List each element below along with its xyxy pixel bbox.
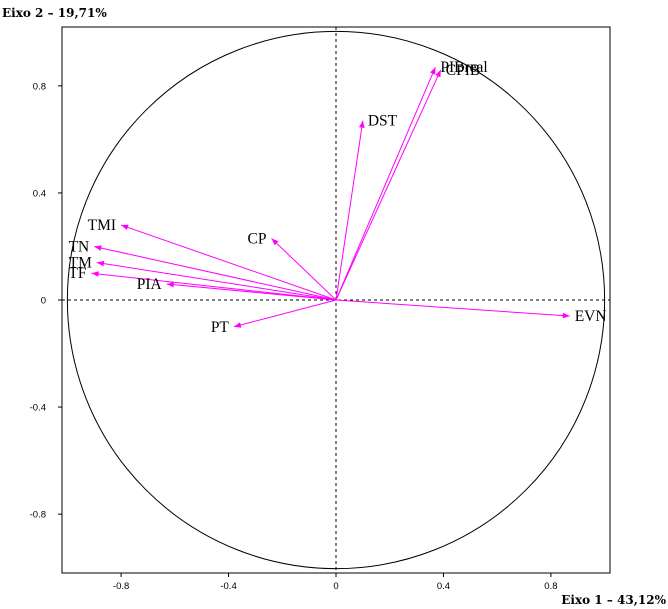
x-axis-title: Eixo 1 – 43,12% bbox=[561, 593, 666, 607]
y-axis-ticks: 0.8 0.4 0 -0.4 -0.8 bbox=[30, 81, 62, 521]
x-tick-label: 0.4 bbox=[437, 581, 450, 592]
vector-label-tmi: TMI bbox=[88, 217, 116, 234]
vector-label-cp: CP bbox=[248, 230, 267, 247]
vector-cpib: CPIB bbox=[335, 62, 480, 301]
arrowhead-evn bbox=[562, 312, 570, 319]
arrowhead-pt bbox=[233, 322, 242, 328]
vector-tmi: TMI bbox=[88, 217, 337, 301]
arrowhead-tm bbox=[96, 260, 105, 267]
vector-line-tmi bbox=[120, 224, 337, 301]
vector-label-tn: TN bbox=[69, 238, 90, 255]
arrowhead-tn bbox=[94, 245, 102, 251]
vector-label-cpib: CPIB bbox=[446, 62, 480, 79]
vector-line-tn bbox=[94, 245, 337, 301]
vector-line-cp bbox=[271, 238, 337, 301]
unit-circle bbox=[66, 30, 606, 570]
vector-label-pibreal: PIBreal bbox=[440, 59, 487, 76]
vector-label-dst: DST bbox=[368, 113, 398, 130]
vector-pia: PIA bbox=[137, 276, 337, 301]
vector-label-pt: PT bbox=[211, 319, 230, 336]
x-axis-ticks: -0.8 -0.4 0 0.4 0.8 bbox=[113, 573, 558, 592]
vector-tf: TF bbox=[68, 265, 337, 301]
vector-line-evn bbox=[335, 299, 570, 317]
vector-line-tm bbox=[96, 262, 337, 301]
vector-cp: CP bbox=[248, 230, 337, 301]
vector-label-tf: TF bbox=[68, 265, 86, 282]
y-axis-title: Eixo 2 – 19,71% bbox=[2, 6, 107, 20]
x-tick-label: 0 bbox=[333, 581, 338, 592]
vector-pt: PT bbox=[211, 299, 337, 336]
arrowhead-cpib bbox=[435, 69, 441, 78]
arrowhead-tmi bbox=[121, 224, 129, 231]
y-tick-label: -0.4 bbox=[30, 403, 46, 414]
vector-line-pt bbox=[233, 299, 337, 328]
vector-line-pia bbox=[166, 283, 337, 301]
arrowhead-tf bbox=[91, 271, 99, 277]
vector-label-evn: EVN bbox=[575, 308, 607, 325]
y-tick-label: 0 bbox=[41, 296, 46, 307]
vector-pibreal: PIBreal bbox=[335, 59, 488, 301]
vector-evn: EVN bbox=[335, 299, 607, 325]
arrowhead-cp bbox=[271, 238, 279, 246]
vector-label-pia: PIA bbox=[137, 276, 163, 293]
vector-line-pibreal bbox=[335, 66, 436, 301]
arrowhead-dst bbox=[359, 120, 365, 129]
vector-line-cpib bbox=[335, 69, 442, 301]
vector-line-tf bbox=[91, 272, 337, 301]
arrowhead-pia bbox=[166, 281, 174, 288]
y-tick-label: -0.8 bbox=[30, 510, 46, 521]
x-tick-label: -0.8 bbox=[113, 581, 129, 592]
vector-tm: TM bbox=[69, 255, 337, 301]
vector-tn: TN bbox=[69, 238, 337, 301]
arrowhead-pibreal bbox=[430, 67, 436, 75]
vector-dst: DST bbox=[335, 113, 398, 301]
x-tick-label: -0.4 bbox=[220, 581, 236, 592]
x-tick-label: 0.8 bbox=[544, 581, 557, 592]
vector-line-dst bbox=[335, 120, 364, 301]
y-tick-label: 0.4 bbox=[33, 188, 46, 199]
y-tick-label: 0.8 bbox=[33, 81, 46, 92]
vector-label-tm: TM bbox=[69, 255, 92, 272]
